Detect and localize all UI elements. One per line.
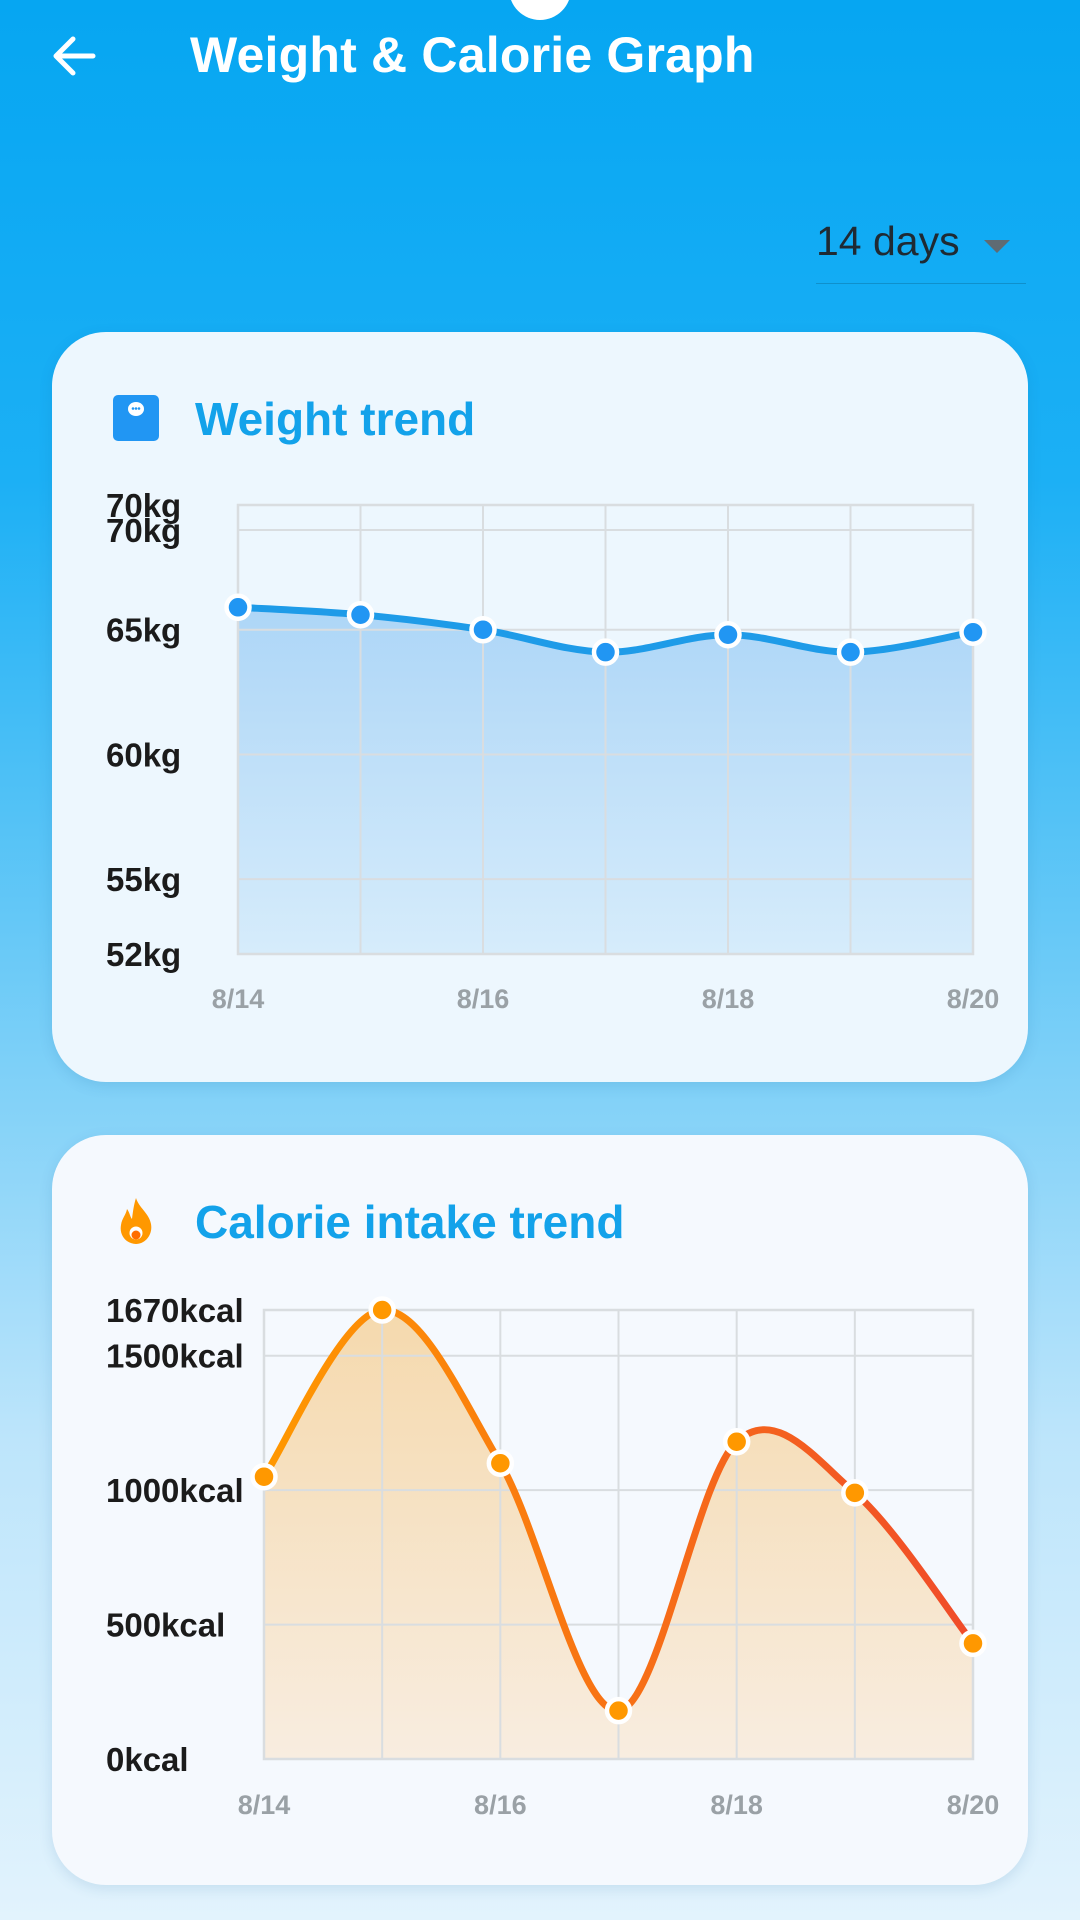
weight-data-point[interactable] xyxy=(224,593,252,622)
weight-x-tick-label: 8/18 xyxy=(702,984,755,1014)
calorie-data-point[interactable] xyxy=(486,1449,515,1478)
weight-x-tick-label: 8/14 xyxy=(212,984,265,1014)
calorie-y-tick-label: 0kcal xyxy=(106,1741,189,1778)
calorie-y-tick-label: 500kcal xyxy=(106,1607,225,1644)
calorie-plot-frame xyxy=(262,1308,975,1761)
calorie-data-point[interactable] xyxy=(959,1629,987,1658)
weight-y-tick-label: 60kg xyxy=(106,736,181,773)
weight-data-point[interactable] xyxy=(591,638,620,666)
weight-y-tick-label: 70kg xyxy=(106,512,181,549)
scale-icon xyxy=(113,395,159,441)
weight-trend-title: Weight trend xyxy=(195,393,476,445)
weight-data-point[interactable] xyxy=(714,620,742,649)
calorie-x-tick-label: 8/20 xyxy=(947,1790,1000,1820)
range-dropdown[interactable]: 14 days xyxy=(816,208,1026,284)
calorie-data-point[interactable] xyxy=(841,1479,869,1507)
calorie-x-tick-label: 8/18 xyxy=(710,1790,763,1820)
calorie-trend-title: Calorie intake trend xyxy=(195,1196,625,1248)
calorie-chart: 1670kcal 1500kcal 1000kcal 500kcal 0kcal 8/14… xyxy=(106,1292,1000,1820)
weight-data-point[interactable] xyxy=(469,615,497,644)
calorie-x-tick-label: 8/16 xyxy=(474,1790,527,1820)
calorie-trend-card: Calorie intake trend 1670kcal 1500kcal 100… xyxy=(52,1135,1028,1885)
weight-data-point[interactable] xyxy=(836,638,865,666)
calorie-y-tick-label: 1000kcal xyxy=(106,1472,244,1509)
calorie-area-fill xyxy=(264,1309,973,1759)
weight-x-tick-label: 8/20 xyxy=(947,984,1000,1014)
calorie-y-tick-label: 1500kcal xyxy=(106,1338,244,1375)
back-button[interactable] xyxy=(44,28,104,84)
arrow-left-icon xyxy=(53,36,96,76)
weight-y-tick-label: 65kg xyxy=(106,612,181,649)
weight-y-tick-label: 55kg xyxy=(106,861,181,898)
calorie-y-tick-label: 1670kcal xyxy=(106,1292,244,1329)
weight-y-tick-label: 52kg xyxy=(106,936,181,973)
weight-trend-card: Weight trend 70kg 70kg 65kg 60kg 55kg 52kg 8/1… xyxy=(52,332,1028,1082)
calorie-data-point[interactable] xyxy=(250,1462,278,1491)
calorie-data-point[interactable] xyxy=(368,1296,396,1324)
calorie-x-tick-label: 8/14 xyxy=(238,1790,291,1820)
weight-plot-frame xyxy=(236,503,975,956)
weight-data-point[interactable] xyxy=(346,601,375,629)
caret-down-icon xyxy=(984,240,1010,253)
weight-x-tick-label: 8/16 xyxy=(457,984,510,1014)
camera-notch xyxy=(509,0,571,20)
app-bar: Weight & Calorie Graph xyxy=(0,0,1080,112)
page-title: Weight & Calorie Graph xyxy=(190,27,755,83)
calorie-data-point[interactable] xyxy=(604,1696,633,1725)
range-dropdown-value: 14 days xyxy=(816,218,960,264)
weight-data-point[interactable] xyxy=(959,618,987,646)
calorie-data-point[interactable] xyxy=(722,1427,751,1456)
flame-icon xyxy=(120,1198,152,1244)
weight-y-tick-label: 70kg xyxy=(106,487,181,524)
